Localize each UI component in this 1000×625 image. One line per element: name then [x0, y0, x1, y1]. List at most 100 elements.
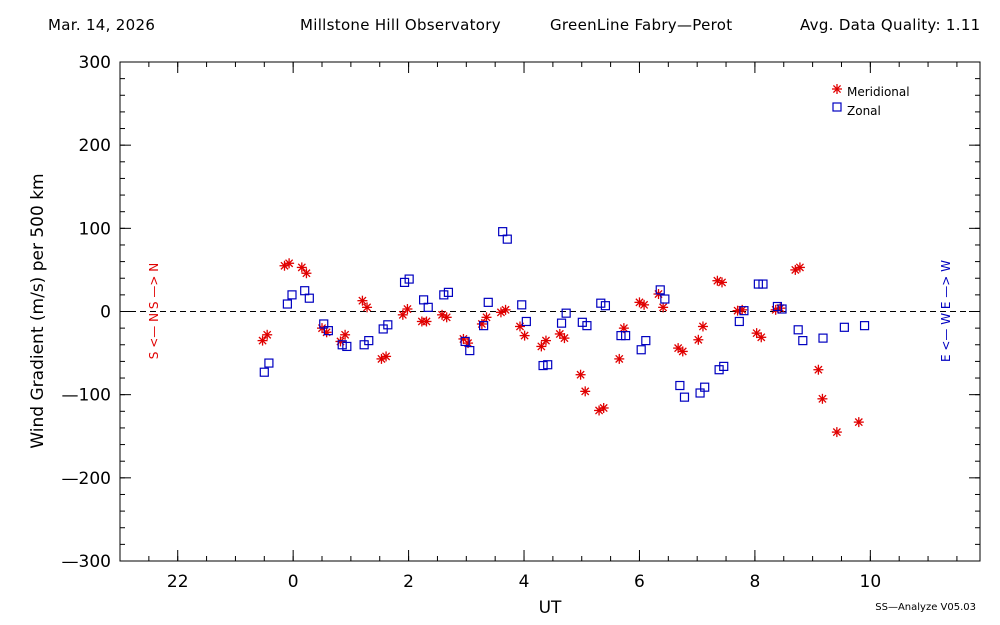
asterisk-stroke: [501, 305, 510, 314]
asterisk-stroke: [615, 354, 624, 363]
asterisk-stroke: [403, 304, 412, 314]
legend-meridional-marker: [832, 84, 842, 94]
zonal-point: [655, 285, 665, 295]
meridional-point: [340, 329, 351, 340]
meridional-point: [853, 417, 864, 428]
zonal-point: [641, 336, 651, 346]
meridional-point: [540, 335, 551, 346]
y-tick-label: —200: [62, 469, 111, 489]
meridional-point: [598, 402, 609, 413]
header-observatory: Millstone Hill Observatory: [300, 16, 501, 34]
asterisk-stroke: [698, 322, 708, 331]
meridional-point: [831, 427, 842, 438]
asterisk-stroke: [832, 84, 842, 94]
meridional-point: [421, 316, 432, 327]
header-date: Mar. 14, 2026: [48, 16, 156, 34]
asterisk-stroke: [757, 333, 766, 342]
zonal-point: [479, 321, 489, 331]
meridional-point: [559, 333, 570, 344]
zonal-point: [777, 304, 787, 314]
meridional-point: [717, 277, 727, 288]
meridional-point: [495, 307, 506, 318]
meridional-point: [658, 302, 669, 313]
meridional-point: [296, 262, 307, 273]
zonal-point: [443, 287, 454, 297]
zonal-point: [319, 319, 329, 329]
meridional-point: [500, 304, 511, 315]
x-tick-label: 22: [167, 572, 189, 592]
header-instrument: GreenLine Fabry—Perot: [550, 16, 733, 34]
asterisk-stroke: [818, 394, 827, 403]
meridional-point: [817, 393, 828, 404]
asterisk-stroke: [814, 365, 823, 374]
chart-axes: 22 0 2 4 6 8 10 —300 —200 —100 0 100 200 300: [62, 53, 981, 592]
zonal-point: [364, 336, 374, 346]
meridional-direction-label: S <— N S —> N: [147, 263, 161, 359]
zonal-point: [818, 333, 828, 343]
header-quality: Avg. Data Quality: 1.11: [800, 16, 981, 34]
meridional-point: [712, 275, 723, 286]
asterisk-stroke: [258, 336, 267, 345]
asterisk-stroke: [674, 344, 683, 353]
asterisk-stroke: [599, 403, 608, 413]
zonal-point: [561, 308, 571, 318]
asterisk-stroke: [717, 278, 727, 287]
zonal-point: [582, 321, 592, 331]
zonal-point: [793, 325, 803, 335]
zonal-point: [483, 297, 493, 307]
zonal-point: [404, 274, 414, 284]
zonal-point: [543, 360, 553, 370]
zonal-point: [600, 301, 611, 311]
zonal-point: [423, 302, 433, 312]
asterisk-stroke: [520, 331, 529, 340]
meridional-point: [514, 321, 525, 332]
meridional-point: [257, 335, 268, 346]
asterisk-stroke: [398, 310, 407, 319]
zonal-point: [502, 234, 512, 244]
meridional-point: [580, 386, 591, 397]
zonal-point: [753, 279, 763, 289]
legend-meridional-label: Meridional: [847, 85, 910, 99]
legend-meridional-asterisk: [832, 84, 842, 94]
meridional-point: [362, 302, 373, 313]
zonal-point: [660, 294, 670, 304]
zonal-point: [465, 345, 475, 356]
meridional-point: [262, 329, 273, 340]
zonal-point: [337, 340, 347, 350]
zonal-point: [521, 316, 531, 327]
asterisk-stroke: [752, 329, 761, 338]
meridional-point: [357, 295, 368, 306]
meridional-point: [794, 262, 805, 273]
zonal-point: [734, 316, 744, 327]
asterisk-stroke: [382, 352, 391, 361]
meridional-point: [321, 327, 332, 338]
meridional-point: [402, 304, 413, 315]
meridional-point: [673, 343, 684, 354]
x-tick-label: 6: [634, 572, 645, 592]
asterisk-stroke: [285, 259, 294, 268]
meridional-point: [697, 321, 708, 332]
asterisk-stroke: [541, 336, 551, 345]
meridional-point: [536, 341, 547, 352]
zonal-point: [304, 293, 314, 303]
zonal-point: [556, 318, 567, 328]
legend: Meridional Zonal: [832, 84, 910, 118]
meridional-point: [639, 299, 650, 310]
y-tick-label: 300: [79, 53, 111, 73]
zonal-point: [538, 360, 548, 371]
zonal-point: [282, 299, 292, 309]
zonal-point: [772, 301, 783, 312]
meridional-point: [301, 268, 312, 279]
meridional-series: [257, 258, 864, 438]
asterisk-stroke: [302, 269, 311, 278]
legend-zonal-label: Zonal: [847, 104, 881, 118]
asterisk-stroke: [659, 303, 668, 312]
asterisk-stroke: [581, 387, 590, 396]
zonal-point: [739, 306, 749, 316]
zonal-point: [287, 290, 297, 300]
meridional-point: [575, 369, 586, 380]
asterisk-stroke: [713, 276, 722, 285]
zonal-point: [758, 279, 768, 289]
asterisk-stroke: [263, 330, 272, 339]
zonal-point: [460, 336, 470, 347]
